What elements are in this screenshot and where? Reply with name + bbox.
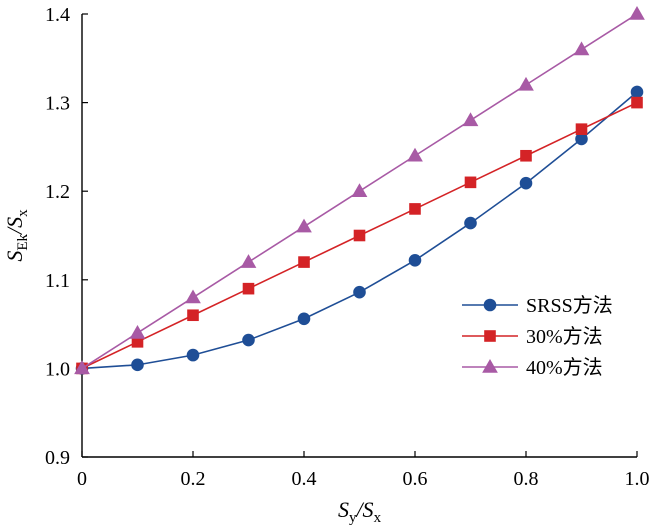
series-1-point [353,285,366,299]
series-3-point [74,360,90,375]
x-tick-label: 0 [77,468,87,490]
series-1-point [131,358,144,372]
y-tick-label: 0.9 [45,447,70,469]
legend: SRSS方法 30%方法 40%方法 [462,294,613,379]
x-tick-label: 0.4 [292,468,317,490]
y-tick-label: 1.3 [45,93,70,115]
series-1-point [297,312,311,326]
x-tick-label: 0.2 [181,468,206,490]
legend-marker [484,330,496,342]
series-2-point [187,309,199,322]
legend-label: SRSS方法 [526,294,613,317]
series-2-point [298,256,310,268]
series-1-point [408,254,422,267]
series-3-point [407,147,423,162]
series-2-point [353,229,366,242]
y-tick-label: 1.0 [45,358,70,380]
series-2-point [242,282,255,295]
series-3-point [629,5,645,20]
series-3-point [185,289,201,304]
legend-entry: 30%方法 [462,325,603,348]
legend-entry: 40%方法 [462,356,603,379]
series-1-point [630,85,644,99]
legend-label: 30%方法 [526,325,603,348]
y-tick-label: 1.4 [45,4,70,26]
axis-titles: Sy/Sx SEk/Sx [2,209,382,526]
series-3-point [296,218,312,233]
series-3-point [240,254,257,268]
series-2-point [520,149,532,162]
y-tick-label: 1.1 [45,270,70,292]
series-2-point [464,176,477,189]
series-2-point [631,96,643,109]
y-tick-label: 1.2 [45,181,70,203]
x-tick-label: 0.8 [514,468,539,490]
series-3-point [573,41,590,56]
x-tick-label: 0.6 [403,468,428,490]
series-3-point [518,76,534,91]
series-1-point [464,216,477,230]
legend-marker [483,298,497,312]
series-3-point [129,324,146,339]
series-3 [74,5,645,375]
series-1-point [519,176,533,190]
series-1-point [186,348,200,362]
x-axis-title: Sy/Sx [338,497,382,526]
series-3-point [351,183,368,197]
series-2-point [575,123,588,135]
legend-entry: SRSS方法 [462,294,613,317]
series-group [74,5,645,375]
series-2-point [409,203,421,215]
series-1-point [242,333,255,347]
x-tick-label: 1.0 [625,468,650,490]
series-1 [75,85,644,375]
legend-marker [482,358,498,373]
y-axis-title: SEk/Sx [2,209,31,262]
series-3-point [462,112,479,127]
legend-label: 40%方法 [526,356,603,379]
axes: 0.9 1.0 1.1 1.2 1.3 1.4 0 0.2 0.4 0.6 0.8 1.0 [45,4,650,490]
